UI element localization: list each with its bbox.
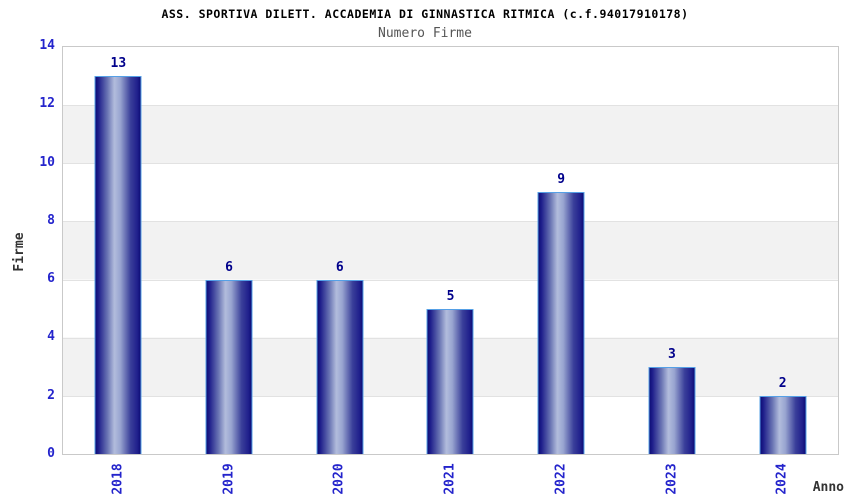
- gridline-y10: [63, 163, 838, 165]
- chart-title: ASS. SPORTIVA DILETT. ACCADEMIA DI GINNA…: [161, 7, 689, 21]
- bar-2020: [316, 280, 364, 454]
- bar-value-label-2024: 2: [778, 376, 787, 391]
- bar-column-2024: 2: [727, 47, 838, 454]
- x-axis-label: Anno: [812, 480, 844, 495]
- x-tick-2023: 2023: [663, 463, 679, 495]
- y-tick-10: 10: [39, 154, 55, 170]
- chart-subtitle: Numero Firme: [378, 26, 472, 41]
- y-tick-6: 6: [47, 271, 55, 287]
- y-tick-8: 8: [47, 212, 55, 228]
- bar-column-2021: 5: [395, 47, 506, 454]
- y-tick-0: 0: [47, 446, 55, 461]
- bar-value-label-2023: 3: [668, 347, 676, 362]
- bar-2019: [205, 280, 253, 454]
- x-tick-2020: 2020: [331, 463, 347, 495]
- gridline-y8: [63, 221, 838, 223]
- x-tick-2024: 2024: [774, 463, 790, 495]
- bar-value-label-2022: 9: [557, 172, 566, 187]
- y-tick-4: 4: [47, 329, 55, 345]
- bar-2024: [759, 396, 807, 454]
- bar-2021: [426, 309, 474, 454]
- x-tick-2019: 2019: [221, 463, 237, 495]
- bar-value-label-2019: 6: [225, 260, 233, 275]
- bar-value-label-2021: 5: [446, 289, 455, 304]
- gridline-y12: [63, 105, 838, 107]
- y-tick-14: 14: [39, 38, 55, 53]
- gridline-y6: [63, 279, 838, 281]
- y-tick-12: 12: [39, 96, 55, 112]
- x-tick-2018: 2018: [110, 463, 126, 495]
- bar-column-2023: 3: [617, 47, 728, 454]
- bar-column-2019: 6: [174, 47, 285, 454]
- bar-value-label-2018: 13: [110, 56, 127, 71]
- bar-2023: [648, 367, 696, 454]
- x-tick-2021: 2021: [442, 463, 458, 495]
- bar-2018: [94, 76, 142, 454]
- y-tick-2: 2: [47, 387, 55, 403]
- bar-2022: [537, 192, 585, 454]
- bar-column-2018: 13: [63, 47, 174, 454]
- plot-area: 13 6 6 5 9 3 2: [62, 46, 839, 455]
- bar-column-2022: 9: [506, 47, 617, 454]
- x-tick-2022: 2022: [553, 463, 569, 495]
- bar-column-2020: 6: [284, 47, 395, 454]
- bar-value-label-2020: 6: [335, 260, 344, 275]
